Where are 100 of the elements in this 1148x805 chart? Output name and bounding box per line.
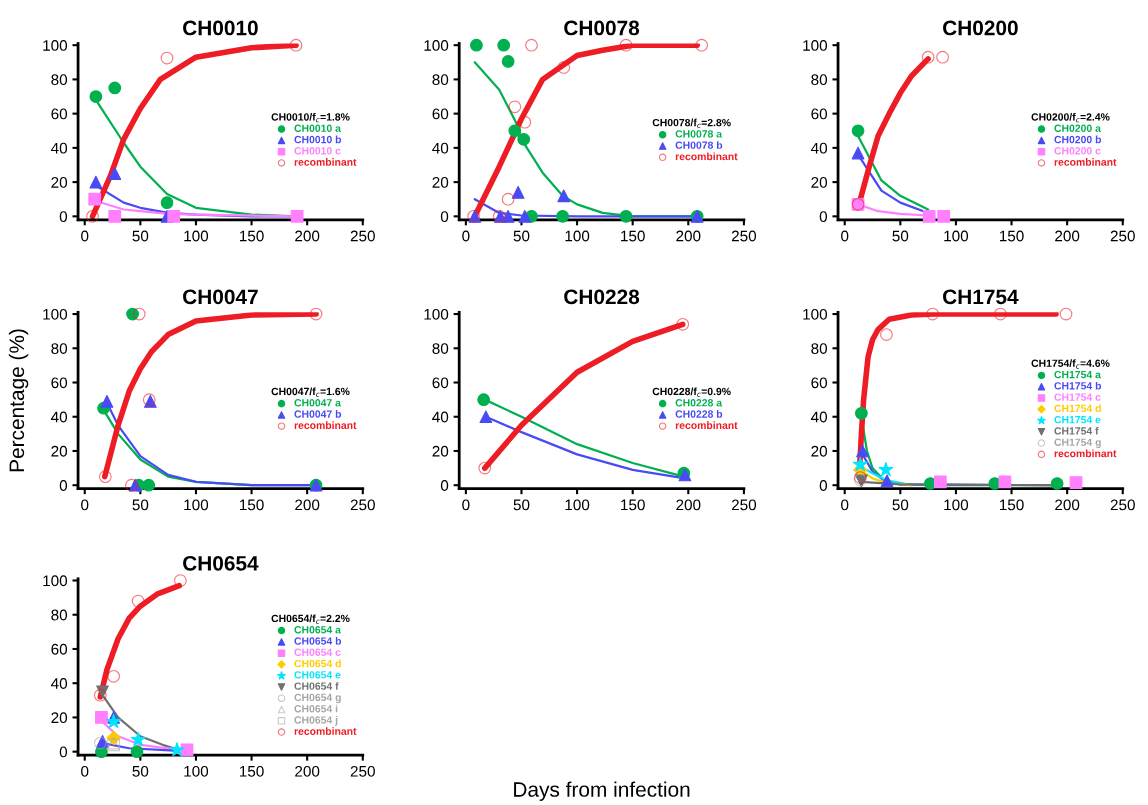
y-tick-label: 80: [432, 74, 449, 86]
legend-label: recombinant: [294, 421, 357, 430]
x-tick-label: 50: [513, 499, 530, 511]
x-tick-label: 0: [81, 765, 89, 777]
y-tick-label: 80: [811, 74, 828, 86]
y-tick-label: 40: [810, 411, 828, 423]
y-tick-label: 100: [43, 575, 68, 587]
y-tick-label: 80: [51, 609, 68, 621]
x-tick-label: 150: [239, 499, 264, 511]
x-tick-label: 250: [350, 499, 375, 511]
x-tick-label: 200: [1055, 230, 1080, 242]
y-tick-label: 80: [432, 343, 449, 354]
legend-label: CH0047 b: [294, 410, 342, 418]
x-tick-label: 0: [462, 230, 470, 242]
legend-label: CH1754 d: [1054, 404, 1101, 413]
y-tick-label: 20: [51, 176, 68, 188]
y-tick-label: 100: [803, 40, 828, 51]
x-tick-label: 200: [1055, 499, 1080, 511]
legend-label: CH0654 g: [294, 693, 341, 704]
legend-label: recombinant: [675, 421, 738, 430]
legend-label: CH1754 g: [1054, 438, 1101, 448]
legend-label: CH0654 d: [294, 659, 341, 668]
x-tick-label: 0: [81, 230, 89, 242]
legend-label: CH1754 b: [1054, 381, 1102, 390]
x-tick-label: 200: [295, 765, 320, 777]
x-tick-label: 150: [621, 499, 645, 511]
x-tick-label: 50: [892, 230, 909, 242]
x-tick-label: 150: [999, 499, 1024, 511]
legend-title: CH0047/f$_{c}$=1.6%: [271, 387, 350, 397]
legend-title: CH0078/f$_{c}$=2.8%: [652, 118, 731, 128]
y-tick-label: 60: [51, 643, 68, 655]
y-tick-label: 40: [51, 678, 68, 689]
x-tick-label: 250: [1110, 499, 1135, 511]
x-tick-label: 50: [513, 230, 530, 242]
legend-label: CH0228 b: [675, 410, 723, 418]
legend-label: recombinant: [675, 152, 738, 161]
legend-label: CH0228 a: [675, 399, 723, 407]
y-tick-label: 20: [811, 176, 828, 188]
legend-label: CH0010 b: [294, 135, 342, 144]
legend-label: CH0654 i: [294, 704, 338, 713]
legend-label: CH1754 a: [1054, 370, 1101, 379]
legend-title: CH1754/f$_{c}$=4.6%: [1031, 359, 1110, 369]
legend-title: CH0654/f$_{c}$=2.2%: [271, 614, 350, 624]
y-tick-label: 20: [432, 176, 449, 188]
x-axis-title: Days from infection: [514, 781, 690, 801]
x-tick-label: 100: [184, 499, 209, 511]
x-tick-label: 0: [841, 499, 849, 511]
x-tick-label: 50: [132, 765, 149, 777]
legend-label: CH0654 f: [294, 682, 339, 690]
legend-title: CH0010/f$_{c}$=1.8%: [271, 112, 350, 123]
legend-title: CH0200/f$_{c}$=2.4%: [1031, 112, 1110, 123]
legend-label: CH1754 e: [1054, 415, 1101, 424]
legend-label: CH1754 f: [1054, 426, 1099, 435]
y-tick-label: 60: [432, 108, 449, 120]
legend-label: CH0200 b: [1054, 135, 1102, 144]
x-tick-label: 100: [184, 765, 209, 777]
x-tick-label: 250: [350, 230, 375, 242]
y-tick-label: 60: [51, 108, 68, 120]
chart-title: CH0228: [564, 289, 640, 305]
legend-label: recombinant: [294, 727, 357, 735]
legend-label: CH1754 c: [1054, 393, 1101, 401]
chart-title: CH0200: [943, 20, 1018, 36]
y-tick-label: 40: [810, 142, 828, 154]
y-tick-label: 20: [51, 445, 68, 457]
y-tick-label: 20: [51, 712, 68, 724]
legend-label: CH0654 j: [294, 716, 338, 726]
x-tick-label: 200: [676, 499, 701, 511]
x-tick-label: 50: [892, 499, 909, 511]
y-tick-label: 100: [43, 308, 68, 320]
legend-label: CH0047 a: [294, 399, 341, 407]
x-tick-label: 50: [132, 499, 149, 511]
legend-label: CH0654 c: [294, 648, 341, 656]
x-tick-label: 100: [184, 230, 209, 242]
x-tick-label: 200: [295, 230, 320, 242]
x-tick-label: 0: [462, 499, 470, 511]
x-tick-label: 250: [731, 230, 757, 242]
y-tick-label: 100: [424, 308, 449, 320]
x-tick-label: 0: [81, 499, 89, 511]
chart-title: CH0078: [564, 20, 640, 36]
chart-title: CH0010: [183, 20, 258, 36]
y-tick-label: 60: [51, 377, 68, 389]
legend-label: CH0078 a: [675, 130, 723, 138]
x-tick-label: 250: [350, 765, 375, 777]
legend-label: recombinant: [1054, 449, 1117, 458]
legend-label: CH0654 e: [294, 671, 341, 679]
y-tick-label: 0: [59, 480, 68, 491]
y-tick-label: 40: [432, 411, 449, 423]
x-tick-label: 0: [841, 230, 849, 242]
y-tick-label: 60: [811, 377, 828, 389]
legend-label: CH0200 c: [1054, 147, 1101, 155]
chart-title: CH0047: [183, 289, 258, 305]
x-tick-label: 100: [944, 230, 969, 242]
y-tick-label: 0: [440, 211, 449, 223]
y-tick-label: 20: [811, 445, 828, 457]
chart-title: CH1754: [943, 289, 1019, 305]
legend-label: CH0078 b: [675, 141, 723, 149]
x-tick-label: 50: [132, 230, 149, 242]
y-tick-label: 0: [819, 480, 828, 491]
y-tick-label: 80: [811, 343, 828, 354]
y-tick-label: 80: [51, 343, 68, 354]
